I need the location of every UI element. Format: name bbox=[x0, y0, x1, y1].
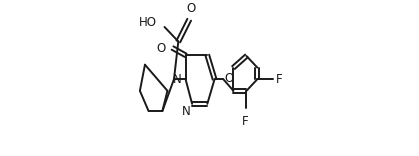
Text: O: O bbox=[225, 72, 234, 85]
Text: O: O bbox=[156, 41, 165, 54]
Text: O: O bbox=[187, 2, 196, 15]
Text: N: N bbox=[181, 105, 190, 118]
Text: F: F bbox=[276, 73, 283, 86]
Text: HO: HO bbox=[139, 16, 157, 29]
Text: N: N bbox=[173, 73, 182, 86]
Text: F: F bbox=[242, 115, 248, 128]
